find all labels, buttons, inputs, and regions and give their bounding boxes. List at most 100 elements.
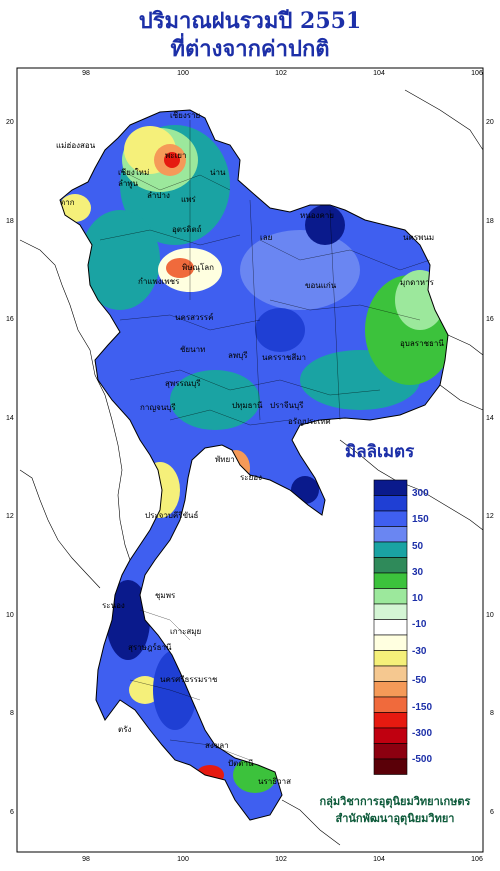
legend-swatch	[373, 758, 408, 775]
lon-tick-labels: 98 100 102 104 106 98 100 102 104 106	[82, 70, 483, 863]
province-label: ชุมพร	[155, 591, 176, 600]
province-label: มุกดาหาร	[400, 278, 435, 287]
laos-border-south-line	[447, 334, 484, 356]
legend-label: -30	[412, 646, 427, 657]
province-label: พัทยา	[215, 455, 235, 464]
province-label: แม่ฮ่องสอน	[56, 141, 96, 150]
province-label: ตาก	[60, 198, 75, 207]
legend-label: -150	[412, 702, 433, 713]
province-label: กาญจนบุรี	[140, 403, 176, 412]
legend-swatch	[373, 712, 408, 729]
lat-tick-left: 20	[6, 119, 14, 126]
province-label: อุบลราชธานี	[400, 339, 444, 348]
cambodia-border-line	[439, 384, 484, 411]
legend-label: 50	[412, 541, 424, 552]
province-label: เชียงใหม่	[118, 168, 149, 177]
legend-swatch	[373, 696, 408, 713]
province-label: เกาะสมุย	[170, 627, 201, 636]
province-label: น่าน	[210, 168, 226, 177]
legend-swatch	[373, 510, 408, 527]
lon-tick-top: 106	[471, 70, 483, 77]
province-label: กำแพงเพชร	[138, 277, 180, 286]
province-borders	[99, 120, 431, 761]
legend-swatch	[373, 603, 408, 620]
legend-color-bar	[373, 479, 408, 775]
lat-tick-right: 8	[490, 710, 494, 717]
legend-swatch	[373, 557, 408, 574]
map-title-line1: ปริมาณฝนรวมปี 2551	[138, 8, 362, 34]
legend-swatch	[373, 743, 408, 760]
lat-tick-left: 12	[6, 513, 14, 520]
lon-tick-top: 104	[373, 70, 385, 77]
province-label: นครพนม	[403, 233, 434, 242]
lat-tick-left: 16	[6, 316, 14, 323]
lon-tick-top: 102	[275, 70, 287, 77]
province-label: นครศรีธรรมราช	[160, 675, 218, 684]
malaysia-border-line	[281, 799, 341, 846]
lon-tick-bottom: 100	[177, 856, 189, 863]
lat-tick-left: 6	[10, 809, 14, 816]
legend-label: 300	[412, 488, 429, 499]
legend-swatch	[373, 681, 408, 698]
province-label: อุตรดิตถ์	[172, 224, 202, 234]
province-label: อรัญประเทศ	[288, 417, 331, 426]
province-label: พิษณุโลก	[182, 262, 214, 272]
legend-swatch	[373, 665, 408, 682]
lat-tick-right: 6	[490, 809, 494, 816]
legend-label: -10	[412, 619, 427, 630]
legend-swatch	[373, 588, 408, 605]
lat-tick-right: 16	[486, 316, 494, 323]
legend-swatch	[373, 479, 408, 496]
province-label: สงขลา	[205, 741, 229, 750]
province-label: สุพรรณบุรี	[165, 379, 201, 388]
province-label: นครสวรรค์	[175, 312, 213, 322]
province-label: นราธิวาส	[258, 777, 291, 786]
province-label: ระนอง	[102, 601, 125, 610]
lat-tick-left: 18	[6, 218, 14, 225]
lon-tick-bottom: 104	[373, 856, 385, 863]
legend-swatch	[373, 572, 408, 589]
lat-tick-right: 10	[486, 612, 494, 619]
province-label: ปทุมธานี	[232, 401, 263, 410]
lat-tick-left: 10	[6, 612, 14, 619]
lon-tick-bottom: 102	[275, 856, 287, 863]
neighbor-borders	[19, 89, 484, 846]
province-labels: เชียงราย แม่ฮ่องสอน พะเยา เชียงใหม่ ลำพู…	[56, 111, 444, 786]
myanmar-border-line	[19, 239, 131, 561]
province-label: ประจวบคีรีขันธ์	[145, 510, 199, 520]
province-label: ลำพูน	[118, 179, 139, 189]
lat-tick-right: 14	[486, 415, 494, 422]
legend-label: -500	[412, 754, 433, 765]
province-label: ชัยนาท	[180, 345, 205, 354]
legend-label: -300	[412, 728, 433, 739]
province-label: ตรัง	[118, 725, 131, 734]
province-label: เลย	[260, 233, 272, 242]
lat-tick-right: 18	[486, 218, 494, 225]
myanmar-coast-line	[19, 469, 101, 589]
lat-tick-left: 8	[10, 710, 14, 717]
legend-label: -50	[412, 675, 427, 686]
laos-border-line	[404, 89, 484, 151]
legend-swatch	[373, 727, 408, 744]
province-label: ขอนแก่น	[305, 281, 337, 290]
lat-tick-left: 14	[6, 415, 14, 422]
legend-swatch	[373, 650, 408, 667]
lon-tick-top: 98	[82, 70, 90, 77]
lon-tick-top: 100	[177, 70, 189, 77]
legend-swatch	[373, 526, 408, 543]
province-label: หนองคาย	[300, 211, 334, 220]
province-label: นครราชสีมา	[262, 353, 306, 362]
lon-tick-bottom: 98	[82, 856, 90, 863]
credit-line1: กลุ่มวิชาการอุตุนิยมวิทยาเกษตร	[319, 795, 471, 808]
legend-label: 150	[412, 514, 429, 525]
legend-label: 10	[412, 593, 424, 604]
lat-tick-right: 12	[486, 513, 494, 520]
province-label: ลพบุรี	[228, 351, 248, 360]
lat-tick-right: 20	[486, 119, 494, 126]
province-label: ปัตตานี	[228, 759, 254, 768]
lat-tick-labels: 20 18 16 14 12 10 8 6 20 18 16 14 12 10 …	[6, 119, 494, 816]
province-label: เชียงราย	[170, 111, 200, 120]
legend-swatch	[373, 495, 408, 512]
lon-tick-bottom: 106	[471, 856, 483, 863]
